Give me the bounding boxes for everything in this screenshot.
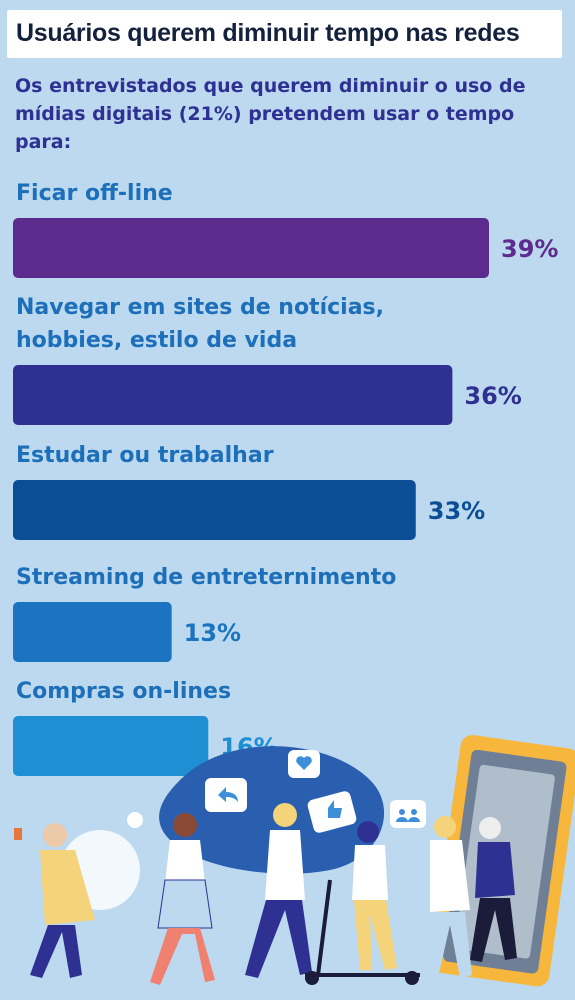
bar-group: Ficar off-line 39% bbox=[13, 181, 558, 278]
bar bbox=[13, 365, 453, 425]
person-6 bbox=[470, 817, 517, 962]
category-label: Navegar em sites de notícias, hobbies, es… bbox=[16, 295, 384, 353]
value-label: 36% bbox=[464, 382, 521, 410]
category-label: Ficar off-line bbox=[16, 181, 173, 206]
bar-chart: Ficar off-line 39% Navegar em sites de not… bbox=[13, 181, 558, 776]
bar bbox=[13, 480, 416, 540]
category-label: Compras on-lines bbox=[16, 679, 231, 704]
bar-group: Streaming de entreternimento 13% bbox=[13, 565, 396, 662]
value-label: 13% bbox=[184, 619, 241, 647]
person-2 bbox=[150, 813, 215, 985]
bar bbox=[13, 602, 172, 662]
small-bubble bbox=[127, 812, 143, 828]
category-label: Estudar ou trabalhar bbox=[16, 443, 274, 468]
chart-title: Usuários querem diminuir tempo nas redes bbox=[16, 19, 520, 47]
heart-icon bbox=[288, 750, 320, 778]
group-icon bbox=[390, 800, 426, 828]
category-label: Streaming de entreternimento bbox=[16, 565, 396, 590]
reply-icon bbox=[205, 778, 247, 812]
title-box: Usuários querem diminuir tempo nas redes bbox=[7, 10, 562, 58]
person-5 bbox=[425, 816, 472, 978]
like-icon bbox=[307, 791, 357, 833]
people-illustration bbox=[14, 735, 575, 987]
bar-group: Estudar ou trabalhar 33% bbox=[13, 443, 485, 540]
person-1 bbox=[14, 823, 95, 978]
value-label: 33% bbox=[428, 497, 485, 525]
value-label: 39% bbox=[501, 235, 558, 263]
bar bbox=[13, 716, 209, 776]
bar bbox=[13, 218, 489, 278]
person-4 bbox=[305, 821, 420, 985]
chart-subtitle: Os entrevistados que querem diminuir o u… bbox=[15, 75, 526, 153]
person-3 bbox=[245, 803, 312, 978]
bar-group: Navegar em sites de notícias, hobbies, es… bbox=[13, 295, 522, 425]
